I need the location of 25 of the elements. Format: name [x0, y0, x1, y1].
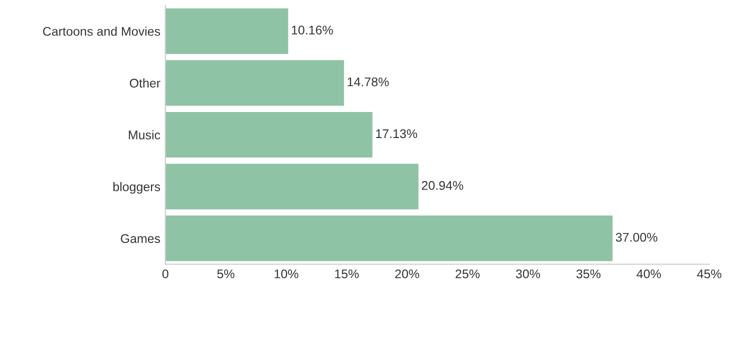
bar: [165, 60, 344, 106]
y-tick-label: Other: [130, 78, 160, 88]
x-tick-label: 10%: [274, 269, 298, 278]
x-tick-label: 0: [162, 269, 168, 278]
y-tick-label: bloggers: [113, 182, 160, 194]
x-tick-label: 15%: [335, 269, 359, 278]
x-tick-label: 40%: [636, 269, 661, 278]
x-tick-label: 20%: [395, 269, 420, 278]
data-label: 10.16%: [292, 26, 333, 35]
x-tick-label: 35%: [576, 269, 600, 278]
x-tick-label: 5%: [217, 269, 234, 278]
bar: [165, 8, 288, 54]
x-tick-label: 45%: [697, 269, 722, 278]
x-tick-label: 25%: [456, 269, 480, 278]
y-tick-label: Games: [120, 234, 160, 243]
data-label: 14.78%: [348, 77, 389, 86]
x-tick-label: 30%: [516, 269, 540, 278]
data-label: 17.13%: [376, 129, 418, 138]
bar: [165, 112, 372, 158]
data-label: 20.94%: [422, 181, 464, 190]
y-tick-label: Cartoons and Movies: [43, 26, 160, 36]
bar: [165, 216, 613, 262]
data-label: 37.00%: [616, 232, 658, 242]
y-tick-label: Music: [128, 130, 160, 140]
bar: [165, 164, 418, 210]
